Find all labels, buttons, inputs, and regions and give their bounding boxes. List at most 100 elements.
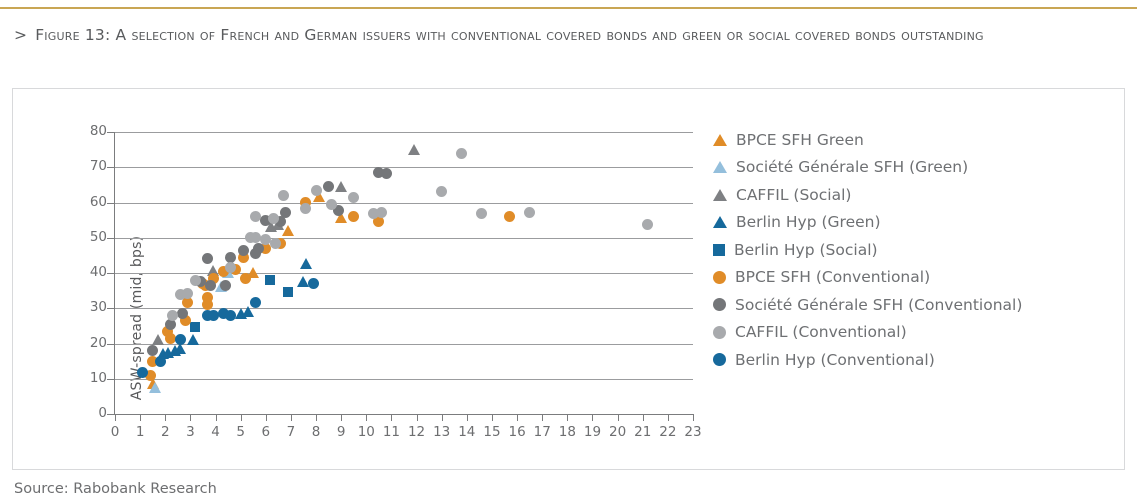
- data-point: [182, 297, 194, 309]
- x-tick-label: 21: [634, 424, 652, 440]
- x-tick-label: 8: [311, 424, 321, 440]
- x-tick: [517, 415, 519, 421]
- x-tick: [391, 415, 393, 421]
- gridline: [115, 273, 693, 274]
- y-tick: [107, 343, 114, 345]
- x-tick: [693, 415, 694, 421]
- data-point: [348, 211, 360, 223]
- data-point: [250, 297, 262, 309]
- x-tick-label: 11: [382, 424, 401, 440]
- gridline: [115, 378, 693, 380]
- x-tick: [140, 415, 142, 421]
- data-point: [348, 191, 360, 203]
- legend-item: BPCE SFH (Conventional): [713, 264, 1022, 292]
- legend-label: BPCE SFH Green: [736, 130, 864, 149]
- data-point: [280, 206, 292, 218]
- data-point: [225, 251, 237, 263]
- y-tick: [107, 202, 114, 204]
- data-point: [297, 275, 310, 287]
- data-point: [476, 207, 488, 219]
- data-point: [260, 234, 272, 245]
- data-point: [524, 206, 536, 218]
- x-tick: [265, 415, 267, 421]
- data-point: [217, 308, 229, 320]
- x-tick-label: 10: [357, 424, 375, 440]
- top-divider: [0, 7, 1137, 9]
- data-point: [300, 197, 312, 208]
- x-tick-label: 17: [533, 424, 551, 440]
- data-point: [277, 189, 289, 201]
- data-point: [147, 355, 159, 367]
- legend-label: Berlin Hyp (Social): [734, 240, 878, 259]
- data-point: [335, 180, 348, 192]
- plot-area: ASW-spread (mid, bps) 0 10 20 30 40 50 60 70 80 0…: [90, 123, 702, 440]
- data-point: [174, 342, 187, 354]
- data-point: [270, 237, 282, 249]
- data-point: [189, 274, 201, 286]
- x-tick: [316, 415, 318, 421]
- x-tick: [115, 415, 116, 421]
- data-point: [504, 211, 516, 223]
- legend-label: Société Générale SFH (Conventional): [735, 295, 1023, 314]
- x-tick-label: 6: [261, 424, 271, 440]
- y-tick: [107, 132, 114, 133]
- x-tick: [617, 415, 619, 421]
- data-point: [375, 206, 387, 218]
- x-tick: [466, 415, 468, 421]
- x-tick: [441, 415, 443, 421]
- data-point: [179, 315, 191, 327]
- circle-marker-icon: [713, 353, 726, 367]
- data-point: [147, 345, 159, 357]
- legend-item: Berlin Hyp (Social): [713, 236, 1022, 264]
- legend: BPCE SFH Green Société Générale SFH (Gree…: [713, 126, 1022, 374]
- x-tick: [165, 415, 167, 421]
- data-point: [260, 242, 272, 254]
- data-point: [174, 334, 186, 346]
- data-point: [225, 262, 237, 274]
- x-tick: [190, 415, 192, 421]
- data-point: [642, 218, 654, 230]
- data-point: [265, 274, 276, 285]
- x-tick: [341, 415, 343, 421]
- x-tick-label: 15: [483, 424, 501, 440]
- data-point: [456, 147, 468, 159]
- x-tick-label: 9: [336, 424, 346, 440]
- data-point: [207, 309, 219, 321]
- data-point: [151, 333, 164, 345]
- circle-marker-icon: [713, 298, 726, 312]
- data-point: [217, 265, 229, 277]
- data-point: [373, 216, 385, 228]
- x-tick-label: 5: [236, 424, 245, 440]
- data-point: [242, 305, 255, 317]
- y-tick-label: 40: [89, 264, 107, 280]
- y-tick-label: 60: [89, 193, 107, 210]
- x-tick: [642, 415, 644, 421]
- x-tick: [215, 415, 217, 421]
- legend-label: Société Générale SFH (Green): [736, 158, 969, 177]
- data-point: [237, 244, 249, 256]
- data-point: [237, 251, 249, 263]
- source-caption: Source: Rabobank Research: [14, 481, 217, 497]
- circle-marker-icon: [713, 270, 726, 284]
- gridline: [115, 167, 693, 169]
- x-tick: [366, 415, 368, 421]
- data-point: [408, 143, 421, 155]
- data-point: [250, 211, 262, 223]
- legend-item: Berlin Hyp (Green): [713, 209, 1022, 237]
- x-tick-label: 2: [160, 424, 170, 440]
- triangle-marker-icon: [713, 161, 727, 174]
- legend-label: Berlin Hyp (Conventional): [735, 350, 935, 369]
- data-point: [310, 184, 322, 196]
- gridline: [115, 202, 693, 204]
- data-point: [264, 221, 277, 233]
- triangle-marker-icon: [713, 133, 727, 146]
- y-tick: [107, 378, 114, 380]
- x-tick: [290, 415, 292, 421]
- y-axis-line: [114, 132, 115, 415]
- x-tick: [491, 415, 493, 421]
- data-point: [161, 347, 174, 359]
- data-point: [282, 286, 293, 297]
- y-tick: [107, 414, 114, 415]
- data-point: [174, 288, 186, 300]
- x-tick: [542, 415, 544, 421]
